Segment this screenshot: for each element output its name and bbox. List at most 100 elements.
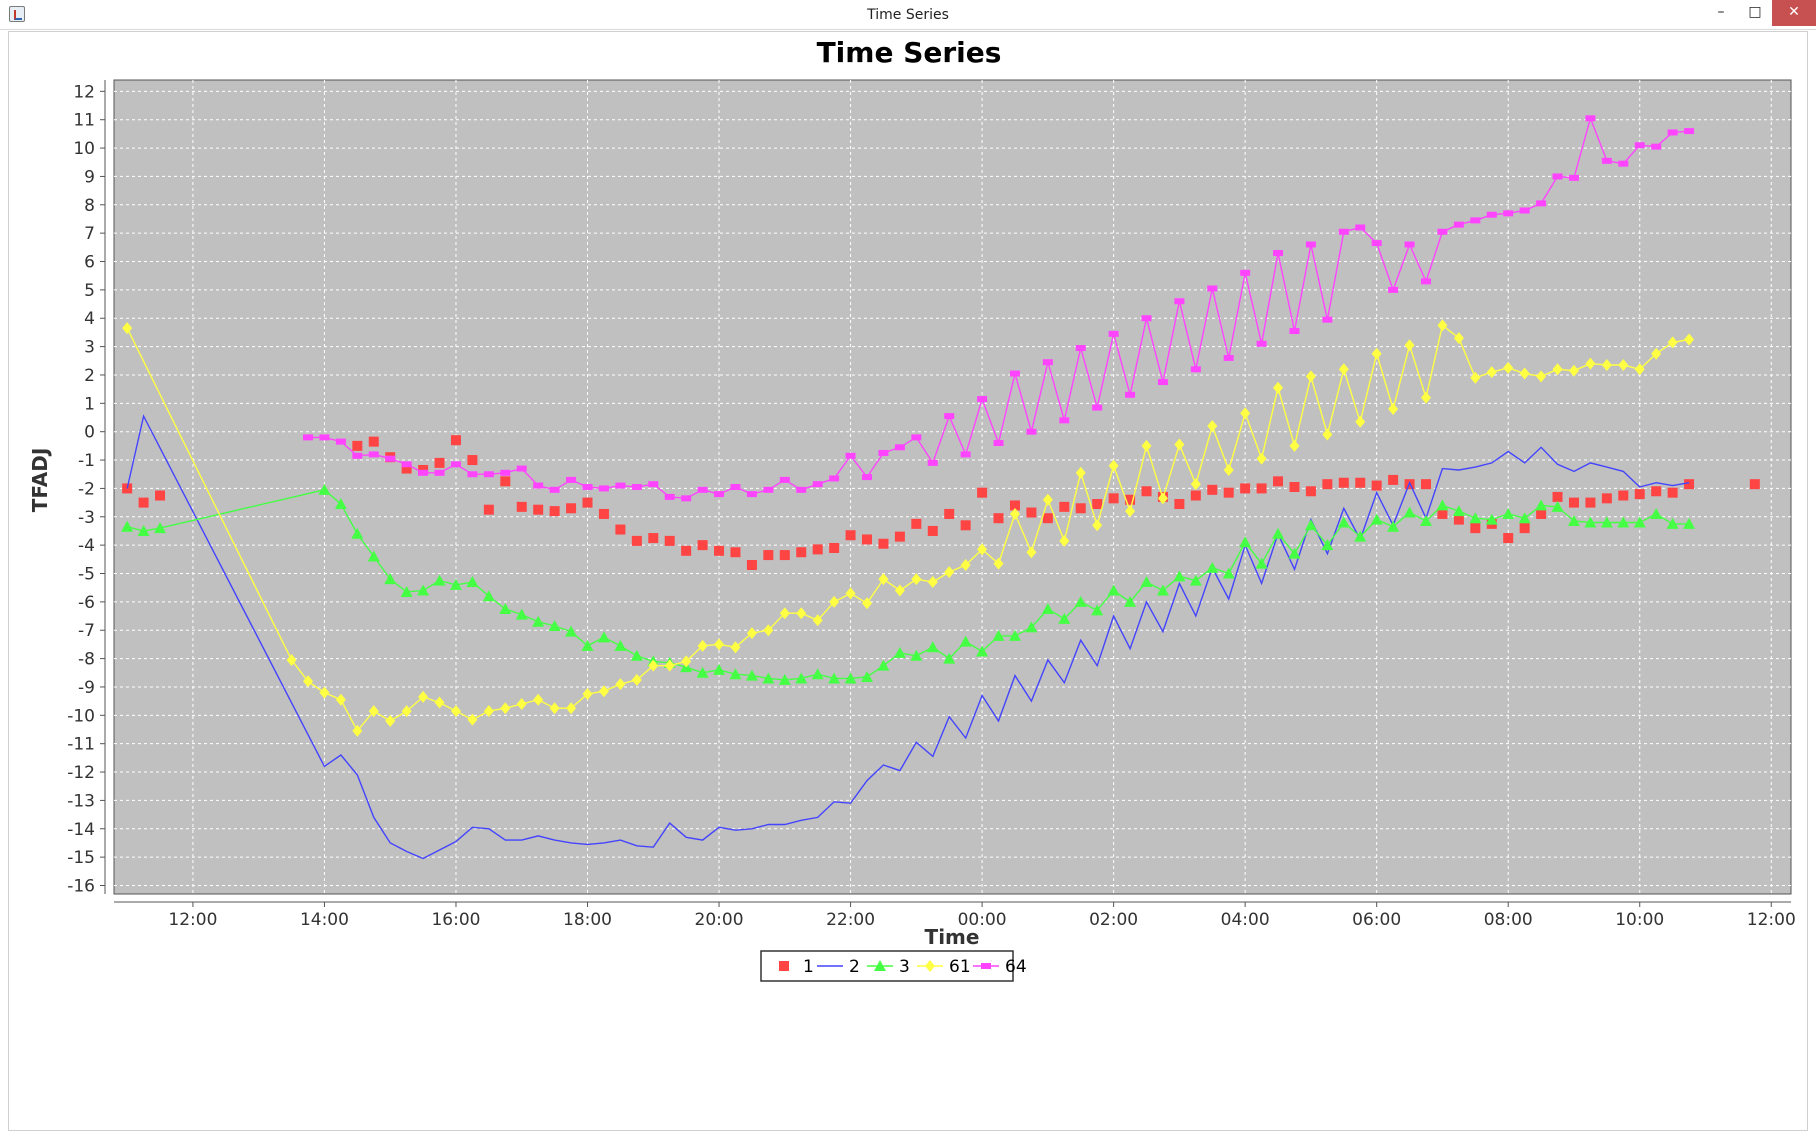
y-tick-label: -4: [78, 536, 95, 556]
series-61-point: [763, 624, 774, 637]
series-2-line: [126, 414, 1690, 860]
y-tick-label: 4: [84, 309, 95, 329]
series-1-point: [911, 518, 922, 529]
series-3-point: [943, 652, 956, 664]
series-61-point: [549, 702, 560, 715]
series-61-point: [1125, 505, 1136, 518]
series-64-point: [303, 434, 314, 441]
series-3-point: [1041, 602, 1054, 614]
java-app-icon[interactable]: [9, 6, 25, 22]
series-1-point: [1240, 483, 1251, 494]
series-61-point: [467, 713, 478, 726]
series-3-point: [1452, 505, 1465, 517]
series-3-point: [1633, 516, 1646, 528]
series-64-point: [730, 484, 741, 490]
series-3-point: [1337, 516, 1350, 528]
series-1-point: [1223, 487, 1234, 498]
series-1-point: [533, 504, 544, 515]
series-61-point: [303, 675, 314, 688]
series-61-point: [1141, 439, 1152, 452]
series-61-point: [1174, 438, 1185, 451]
series-1-point: [812, 544, 823, 555]
series-61-point: [1371, 347, 1382, 360]
series-61-point: [1585, 357, 1596, 370]
series-64-point: [1552, 173, 1563, 180]
y-tick-label: -5: [78, 565, 95, 585]
series-61-point: [418, 690, 429, 703]
series-64-point: [500, 469, 511, 476]
legend-marker: [779, 961, 789, 971]
x-tick-label: 20:00: [695, 910, 744, 930]
series-61-point: [911, 573, 922, 586]
series-3-point: [1551, 500, 1564, 512]
series-64-point: [697, 486, 708, 493]
series-3-point: [893, 646, 906, 658]
series-3-point: [1469, 512, 1482, 524]
series-61-point: [1503, 361, 1514, 374]
series-3-point: [861, 671, 874, 683]
series-1-point: [730, 547, 741, 558]
series-64-point: [1322, 316, 1333, 323]
series-64-point: [1634, 142, 1645, 149]
y-tick-label: -1: [78, 451, 95, 471]
series-1-point: [1684, 479, 1695, 490]
x-tick-label: 12:00: [1747, 910, 1796, 930]
series-3-point: [482, 590, 495, 602]
series-61-point: [1289, 439, 1300, 452]
maximize-button[interactable]: □: [1748, 4, 1762, 20]
time-series-chart: Time Series 1211109876543210-1-2-3-4-5-6…: [28, 36, 1796, 982]
close-button[interactable]: ✕: [1772, 0, 1816, 26]
series-3-point: [532, 615, 545, 627]
series-3-point: [959, 635, 972, 647]
series-64-point: [829, 475, 840, 482]
series-3-point: [449, 578, 462, 590]
x-tick-label: 14:00: [300, 910, 349, 930]
series-3-point: [614, 639, 627, 651]
series-64-point: [1437, 228, 1448, 235]
series-3-point: [367, 550, 380, 562]
series-64-point: [1585, 115, 1596, 122]
series-64-point: [631, 484, 642, 490]
series-1-point: [1190, 490, 1201, 501]
series-3-point: [696, 666, 709, 678]
series-3-point: [417, 584, 430, 596]
series-3-point: [565, 625, 578, 637]
series-3-point: [1189, 574, 1202, 586]
y-tick-label: -10: [67, 706, 95, 726]
series-64-point: [1667, 129, 1678, 136]
series-1-point: [1141, 486, 1152, 497]
series-3-point: [1025, 621, 1038, 633]
series-1-point: [763, 550, 774, 561]
series-1-point: [155, 490, 166, 501]
x-tick-label: 22:00: [826, 910, 875, 930]
y-tick-label: -15: [67, 848, 95, 868]
series-61-point: [1059, 534, 1070, 547]
series-61-point: [927, 576, 938, 589]
y-tick-label: 6: [84, 253, 95, 273]
y-tick-label: 12: [73, 82, 95, 102]
series-1-point: [582, 497, 593, 508]
series-61-point: [862, 597, 873, 610]
series-61-point: [894, 584, 905, 597]
y-tick-label: -3: [78, 508, 95, 528]
series-61-point: [1240, 407, 1251, 420]
series-64-point: [664, 493, 675, 500]
series-1-point: [467, 455, 478, 466]
series-64-point: [1289, 328, 1300, 335]
series-1-point: [1289, 482, 1300, 492]
series-61-point: [697, 639, 708, 652]
series-64-point: [993, 440, 1004, 447]
series-61-point: [1486, 366, 1497, 379]
minimize-button[interactable]: –: [1717, 4, 1725, 20]
series-3-point: [137, 524, 150, 536]
series-64-point: [1240, 269, 1251, 276]
series-1-point: [993, 513, 1004, 524]
series-64-point: [648, 481, 659, 488]
series-61-point: [1322, 428, 1333, 441]
series-1-point: [1585, 497, 1596, 508]
series-3-point: [795, 672, 808, 684]
series-64-point: [1388, 286, 1399, 293]
series-61-point: [1421, 391, 1432, 404]
series-64-point: [911, 434, 922, 441]
series-64-point: [533, 482, 544, 489]
